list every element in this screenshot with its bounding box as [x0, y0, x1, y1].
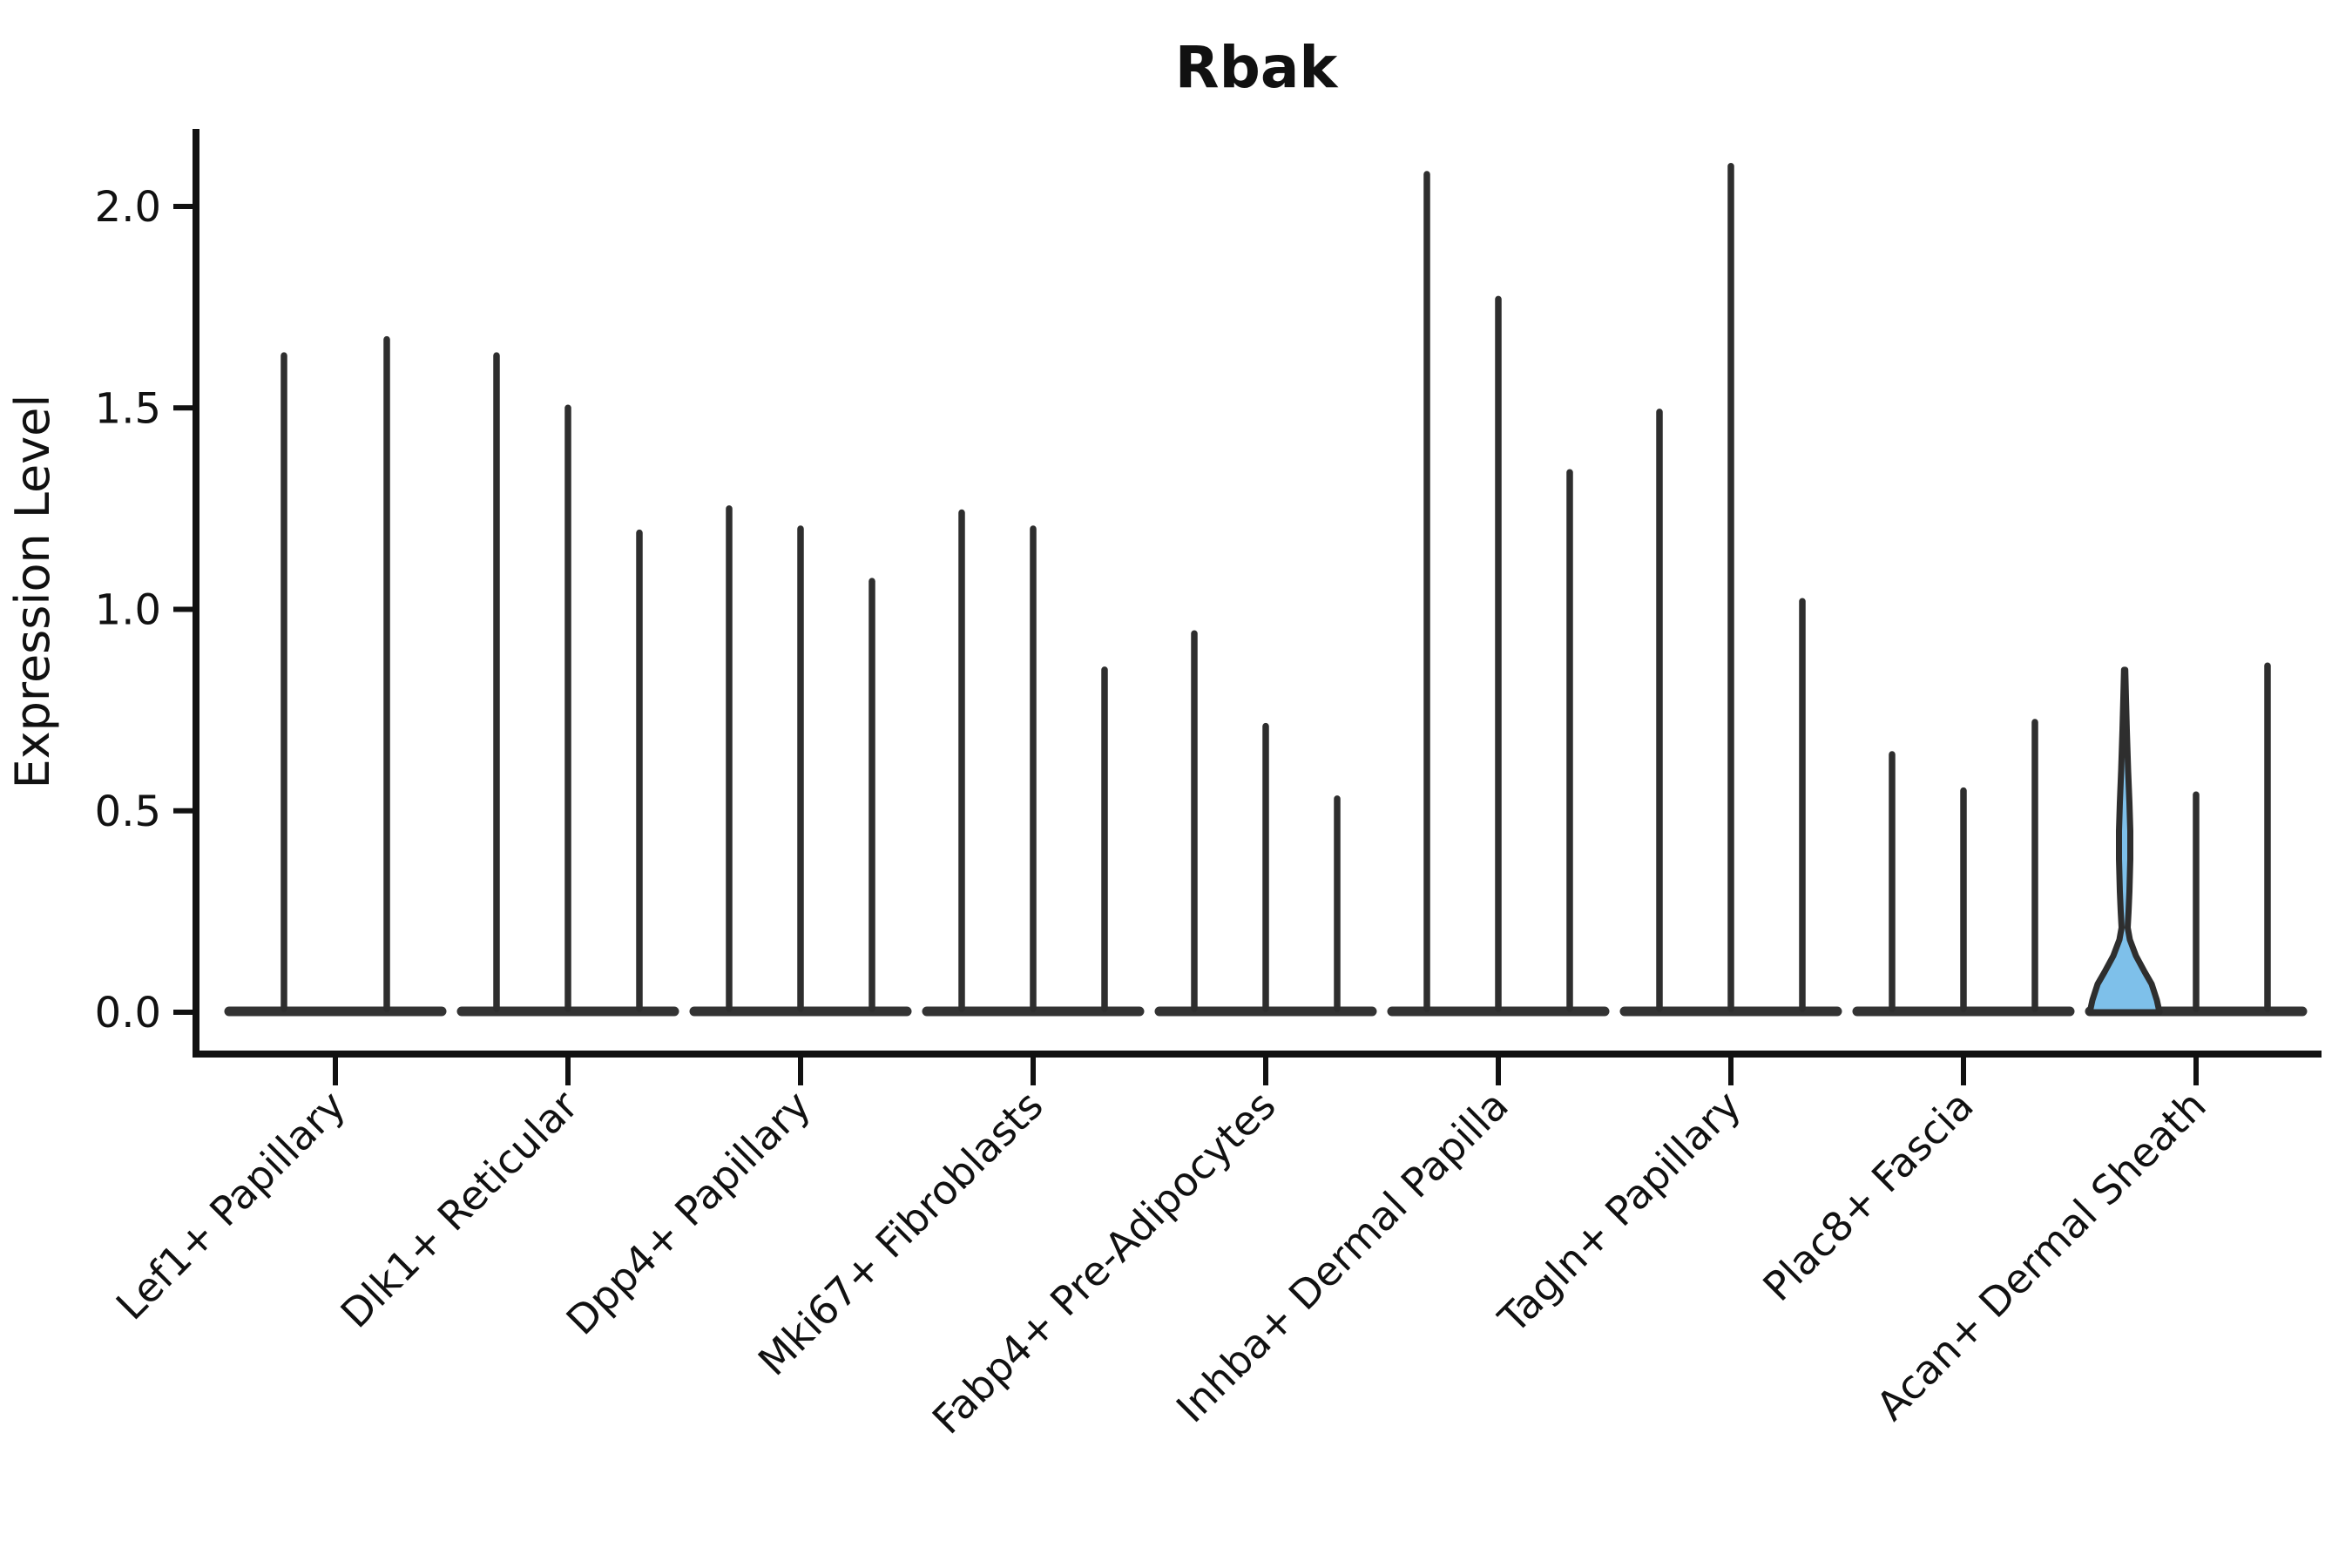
x-tick-label: Plac8+ Fascia — [1754, 1082, 1982, 1310]
x-tick-label: Lef1+ Papillary — [107, 1082, 355, 1329]
y-tick-label: 1.5 — [95, 384, 161, 433]
x-tick-label: Dpp4+ Papillary — [558, 1082, 820, 1344]
y-tick-label: 0.5 — [95, 787, 161, 836]
x-tick-label: Tagln+ Papillary — [1489, 1082, 1750, 1343]
y-tick-label: 2.0 — [95, 183, 161, 232]
y-axis: 0.0 0.5 1.0 1.5 2.0 — [95, 129, 199, 1058]
y-axis-title: Expression Level — [5, 395, 60, 789]
chart-title: Rbak — [1175, 34, 1340, 101]
x-tick-label: Dlk1+ Reticular — [332, 1082, 587, 1337]
highlighted-violin — [2086, 666, 2163, 1016]
violins-layer — [224, 163, 2308, 1017]
y-tick-label: 0.0 — [95, 989, 161, 1037]
y-tick-label: 1.0 — [95, 586, 161, 635]
